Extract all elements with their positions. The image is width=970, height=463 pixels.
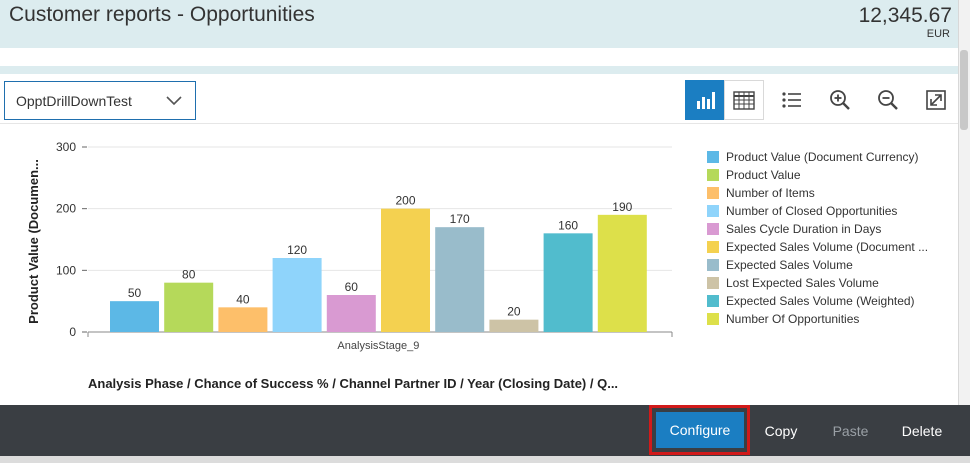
legend-swatch (707, 187, 719, 199)
data-label: 200 (395, 194, 415, 208)
legend-label: Product Value (726, 168, 801, 182)
bar (381, 208, 430, 332)
bar (597, 214, 647, 332)
bar (164, 282, 214, 332)
bar (435, 227, 485, 332)
bar (272, 258, 322, 332)
table-view-button[interactable] (724, 80, 764, 120)
y-tick-label: 300 (56, 140, 76, 154)
bar-chart-icon (697, 92, 715, 109)
legend-item[interactable]: Product Value (707, 166, 957, 184)
y-axis-title: Product Value (Documen... (26, 159, 41, 324)
legend-item[interactable]: Expected Sales Volume (Document ... (707, 238, 957, 256)
zoom-out-icon (878, 90, 898, 110)
copy-button[interactable]: Copy (764, 423, 798, 439)
legend-label: Expected Sales Volume (Document ... (726, 240, 929, 254)
data-label: 170 (450, 212, 470, 226)
data-label: 40 (236, 292, 250, 306)
paste-button: Paste (832, 423, 869, 439)
bar (489, 319, 539, 332)
legend-swatch (707, 223, 719, 235)
legend-label: Expected Sales Volume (Weighted) (726, 294, 915, 308)
view-select-dropdown[interactable]: OpptDrillDownTest (4, 81, 196, 120)
bar-chart: 0 100 200 300 Product Value (Documen... 50 80 4… (26, 140, 673, 352)
legend-item[interactable]: Number of Closed Opportunities (707, 202, 957, 220)
chart-area: 0 100 200 300 Product Value (Documen... 50 80 4… (0, 125, 958, 405)
legend-label: Expected Sales Volume (726, 258, 853, 272)
page-header: Customer reports - Opportunities 12,345.… (0, 0, 958, 48)
legend-swatch (707, 313, 719, 325)
data-label: 80 (182, 268, 196, 282)
legend-swatch (707, 151, 719, 163)
data-label: 120 (287, 243, 307, 257)
legend-swatch (707, 259, 719, 271)
currency-label: EUR (926, 28, 950, 40)
zoom-out-button[interactable] (868, 80, 908, 120)
configure-highlight-frame (649, 405, 750, 455)
table-icon (733, 91, 755, 110)
delete-button[interactable]: Delete (901, 423, 943, 439)
bar (543, 233, 593, 332)
list-icon (782, 92, 801, 108)
legend-item[interactable]: Sales Cycle Duration in Days (707, 220, 957, 238)
legend-item[interactable]: Number of Items (707, 184, 957, 202)
data-label: 160 (558, 218, 578, 232)
legend-item[interactable]: Lost Expected Sales Volume (707, 274, 957, 292)
legend-swatch (707, 205, 719, 217)
y-tick-label: 0 (69, 325, 76, 339)
fullscreen-button[interactable] (916, 80, 956, 120)
legend-label: Number of Closed Opportunities (726, 204, 898, 218)
bar-chart-view-button[interactable] (685, 80, 725, 120)
total-amount: 12,345.67 (858, 4, 952, 27)
page-title: Customer reports - Opportunities (9, 3, 315, 26)
legend-label: Product Value (Document Currency) (726, 150, 919, 164)
legend-item[interactable]: Expected Sales Volume (707, 256, 957, 274)
legend-swatch (707, 277, 719, 289)
header-divider-strip (0, 66, 958, 74)
chart-legend: Product Value (Document Currency) Product… (707, 148, 957, 328)
bar (110, 301, 159, 332)
legend-swatch (707, 241, 719, 253)
data-label: 20 (507, 305, 521, 319)
footer-toolbar: Configure Copy Paste Delete (0, 405, 970, 456)
zoom-in-button[interactable] (820, 80, 860, 120)
bottom-scrollbar[interactable] (0, 456, 970, 463)
legend-label: Lost Expected Sales Volume (726, 276, 879, 290)
legend-swatch (707, 295, 719, 307)
legend-label: Number of Items (726, 186, 815, 200)
legend-item[interactable]: Number Of Opportunities (707, 310, 957, 328)
data-label: 50 (128, 286, 142, 300)
chart-toolbar: OpptDrillDownTest (0, 74, 958, 124)
legend-label: Sales Cycle Duration in Days (726, 222, 882, 236)
legend-toggle-button[interactable] (772, 80, 812, 120)
data-label: 60 (345, 280, 359, 294)
bar (326, 295, 376, 332)
legend-swatch (707, 169, 719, 181)
chevron-down-icon (166, 96, 182, 106)
configure-button[interactable]: Configure (656, 412, 744, 448)
scrollbar-thumb[interactable] (960, 50, 968, 130)
y-tick-label: 100 (56, 263, 76, 277)
legend-label: Number Of Opportunities (726, 312, 860, 326)
legend-item[interactable]: Expected Sales Volume (Weighted) (707, 292, 957, 310)
x-category-label: AnalysisStage_9 (337, 340, 419, 352)
x-axis-title: Analysis Phase / Chance of Success % / C… (88, 376, 619, 391)
legend-item[interactable]: Product Value (Document Currency) (707, 148, 957, 166)
bar (218, 307, 268, 332)
data-label: 190 (612, 200, 632, 214)
y-tick-label: 200 (56, 202, 76, 216)
view-select-value: OpptDrillDownTest (16, 93, 132, 109)
fullscreen-icon (926, 90, 946, 110)
zoom-in-icon (830, 90, 850, 110)
